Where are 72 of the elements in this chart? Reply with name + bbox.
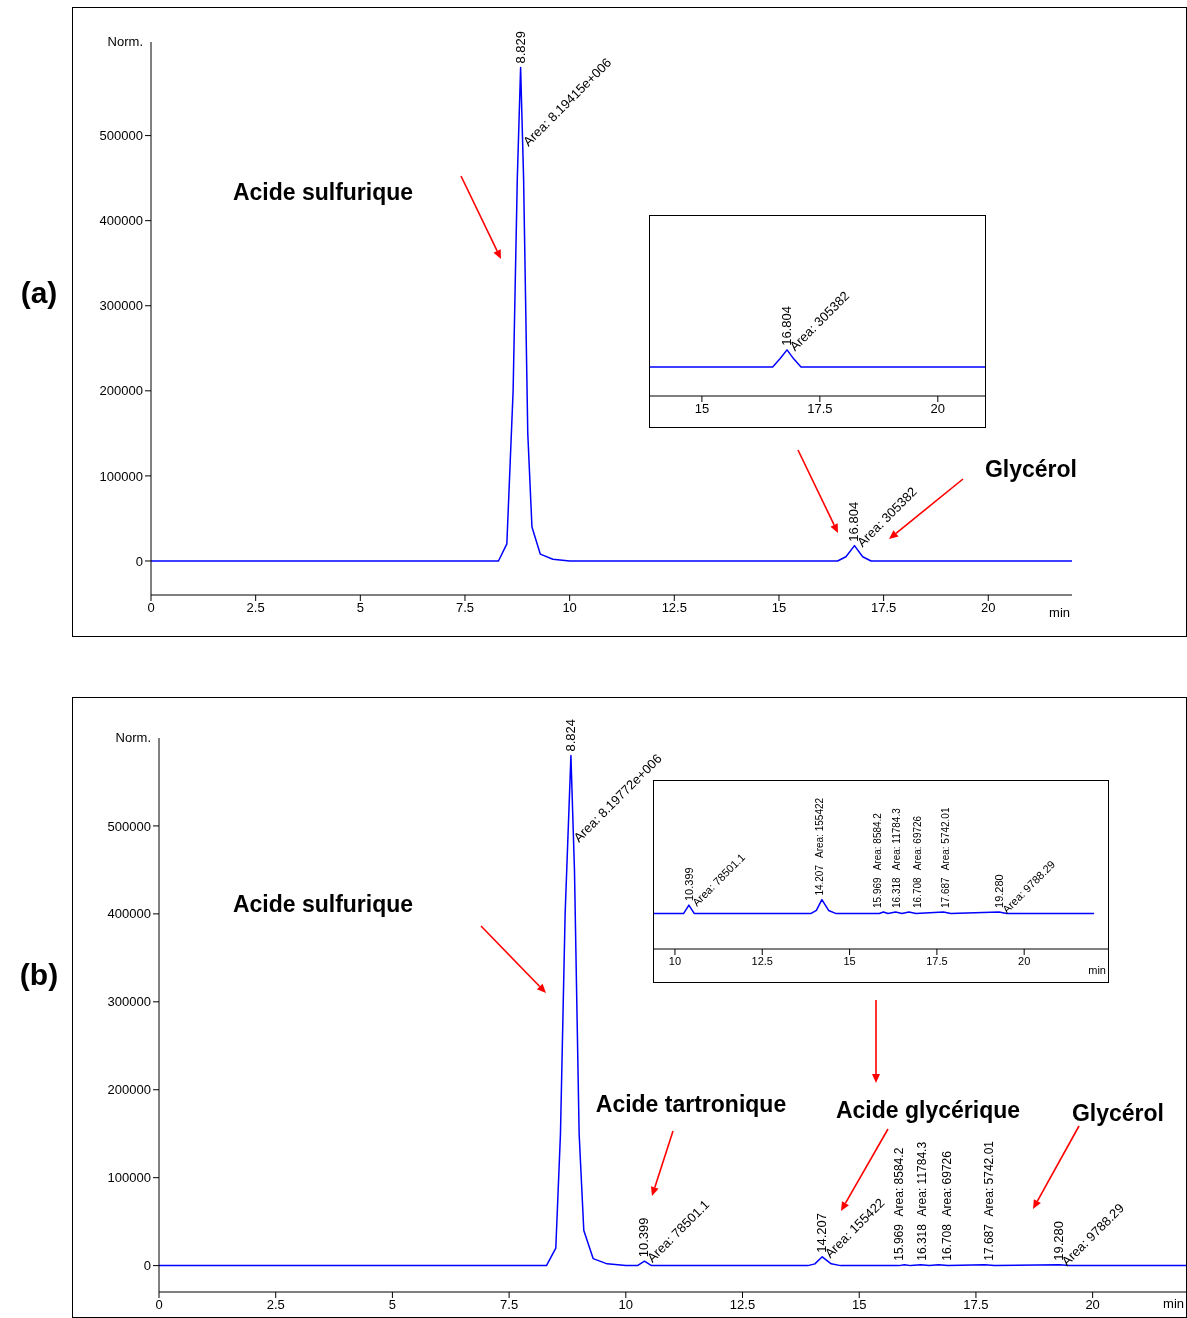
x-tick-label: 5 xyxy=(356,600,364,616)
line-series xyxy=(159,754,1186,1267)
text: (b) xyxy=(18,958,60,992)
y-tick-label: 200000 xyxy=(107,1082,151,1098)
x-tick-label: 0 xyxy=(155,1297,163,1313)
annotation: 8.829 xyxy=(512,30,528,64)
x-tick-label: 12.5 xyxy=(661,600,687,616)
annotation: 10.399 xyxy=(682,867,695,902)
x-tick-label: 15 xyxy=(694,401,710,417)
y-tick-label: 500000 xyxy=(99,128,143,144)
annotation: 17.687 xyxy=(940,876,952,908)
annotation: Glycérol xyxy=(1071,1100,1165,1127)
x-tick-label: 17.5 xyxy=(807,401,833,417)
x-tick-label: 15 xyxy=(851,1297,867,1313)
x-tick-label: 10 xyxy=(562,600,577,616)
x-tick-label: 17.5 xyxy=(926,954,948,967)
annotation: Area: 5742.01 xyxy=(982,1140,997,1217)
x-tick-label: 20 xyxy=(1018,954,1031,967)
annotation: 14.207 xyxy=(813,864,825,896)
x-axis-title: min xyxy=(1049,605,1070,620)
x-tick-label: 12.5 xyxy=(729,1297,756,1313)
annotation: Area: 8584.2 xyxy=(872,812,884,871)
y-tick-label: 400000 xyxy=(99,213,143,229)
y-axis-title: Norm. xyxy=(107,34,143,49)
x-tick-label: 12.5 xyxy=(751,954,773,967)
annotation: 16.708 xyxy=(940,1223,955,1261)
x-tick-label: 2.5 xyxy=(246,600,265,616)
annotation: Glycérol xyxy=(984,456,1078,483)
x-axis-title: min xyxy=(1163,1296,1184,1311)
y-tick-label: 100000 xyxy=(99,468,143,484)
annotation: 8.824 xyxy=(562,719,578,752)
annotation: Area: 8584.2 xyxy=(892,1147,907,1217)
x-tick-label: 17.5 xyxy=(963,1297,989,1313)
y-tick-label: 300000 xyxy=(99,298,143,314)
annotation: 16.708 xyxy=(911,876,923,908)
x-axis-title: min xyxy=(1088,964,1106,976)
annotation: Acide tartronique xyxy=(595,1091,787,1118)
x-tick-label: 15 xyxy=(843,954,856,967)
annotation: Area: 69726 xyxy=(940,1150,955,1217)
annotation: 15.969 xyxy=(892,1223,907,1261)
x-tick-label: 2.5 xyxy=(266,1297,285,1313)
annotation: Acide sulfurique xyxy=(232,891,414,918)
x-tick-label: 20 xyxy=(1085,1297,1100,1313)
y-tick-label: 500000 xyxy=(107,818,151,834)
x-tick-label: 15 xyxy=(771,600,787,616)
x-tick-label: 5 xyxy=(388,1297,397,1313)
y-tick-label: 100000 xyxy=(107,1170,151,1186)
x-tick-label: 7.5 xyxy=(455,600,475,616)
x-tick-label: 17.5 xyxy=(870,600,897,616)
annotation: Acide glycérique xyxy=(835,1097,1021,1124)
x-tick-label: 10 xyxy=(668,954,682,967)
annotation: Area: 155422 xyxy=(813,797,825,858)
y-tick-label: 0 xyxy=(135,553,143,569)
annotation: 16.318 xyxy=(914,1223,929,1261)
x-tick-label: 10 xyxy=(618,1297,634,1313)
annotation: Area: 69726 xyxy=(911,815,923,871)
y-axis-title: Norm. xyxy=(115,730,151,745)
x-tick-label: 20 xyxy=(930,401,946,417)
annotation: 15.969 xyxy=(872,876,884,908)
x-tick-label: 20 xyxy=(981,600,996,616)
annotation: 17.687 xyxy=(982,1223,997,1261)
x-tick-label: 7.5 xyxy=(500,1297,519,1313)
y-tick-label: 0 xyxy=(143,1258,151,1274)
y-tick-label: 200000 xyxy=(99,383,143,399)
annotation: Area: 5742.01 xyxy=(940,807,952,871)
y-tick-label: 300000 xyxy=(107,994,151,1010)
annotation: Acide sulfurique xyxy=(232,179,414,206)
annotation: 16.318 xyxy=(890,876,902,908)
y-tick-label: 400000 xyxy=(107,906,151,922)
text: (a) xyxy=(19,276,59,310)
annotation: Area: 11784.3 xyxy=(914,1141,929,1217)
annotation: Area: 11784.3 xyxy=(890,807,902,871)
